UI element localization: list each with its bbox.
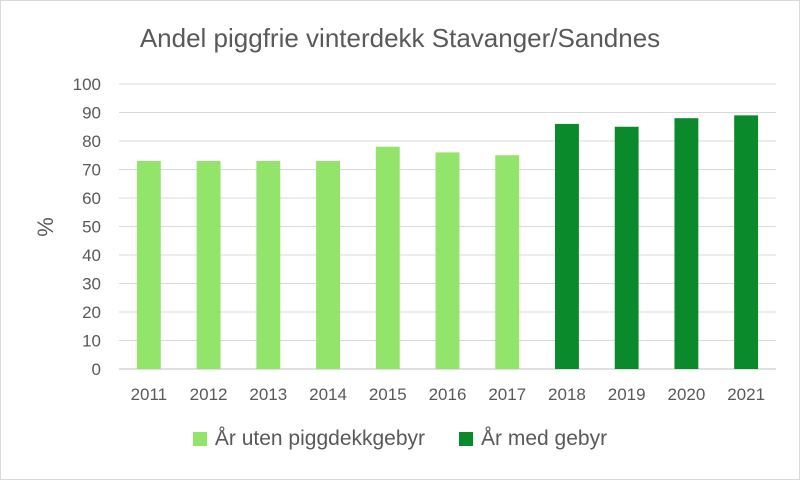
bar [495, 155, 520, 369]
bar [256, 160, 281, 369]
legend-swatch-without-fee [192, 432, 207, 446]
y-tick-label: 40 [82, 246, 101, 265]
bar [674, 118, 699, 369]
x-tick-label: 2019 [608, 385, 646, 404]
x-tick-label: 2011 [131, 385, 168, 404]
bar [435, 152, 460, 369]
y-tick-label: 60 [82, 189, 101, 208]
legend-item-with-fee: År med gebyr [459, 427, 607, 451]
legend-label-without-fee: År uten piggdekkgebyr [214, 427, 426, 450]
legend: År uten piggdekkgebyr År med gebyr [1, 427, 799, 451]
y-tick-label: 0 [92, 360, 101, 379]
y-tick-label: 30 [82, 275, 101, 294]
bar [136, 160, 161, 369]
x-tick-label: 2015 [369, 385, 407, 404]
bar [614, 126, 639, 369]
bar [734, 115, 759, 369]
x-tick-label: 2014 [309, 385, 347, 404]
bar [196, 160, 221, 369]
y-tick-label: 90 [82, 104, 101, 123]
legend-swatch-with-fee [459, 432, 474, 446]
y-tick-label: 10 [82, 332, 101, 351]
legend-label-with-fee: År med gebyr [481, 427, 608, 450]
chart-title: Andel piggfrie vinterdekk Stavanger/Sand… [139, 23, 661, 53]
legend-item-without-fee: År uten piggdekkgebyr [192, 427, 426, 451]
bar [316, 160, 340, 369]
y-tick-label: 70 [82, 161, 101, 180]
x-tick-label: 2017 [488, 385, 526, 404]
bar [375, 146, 400, 369]
x-tick-label: 2020 [667, 385, 705, 404]
x-tick-label: 2016 [429, 385, 467, 404]
y-tick-label: 50 [82, 218, 101, 237]
y-tick-label: 20 [82, 303, 101, 322]
x-tick-label: 2012 [190, 385, 228, 404]
x-tick-label: 2018 [548, 385, 586, 404]
x-tick-label: 2013 [249, 385, 287, 404]
y-tick-label: 80 [82, 132, 101, 151]
bar [555, 123, 579, 370]
y-axis-label: % [33, 217, 58, 237]
y-tick-label: 100 [73, 75, 101, 94]
x-tick-label: 2021 [727, 385, 765, 404]
